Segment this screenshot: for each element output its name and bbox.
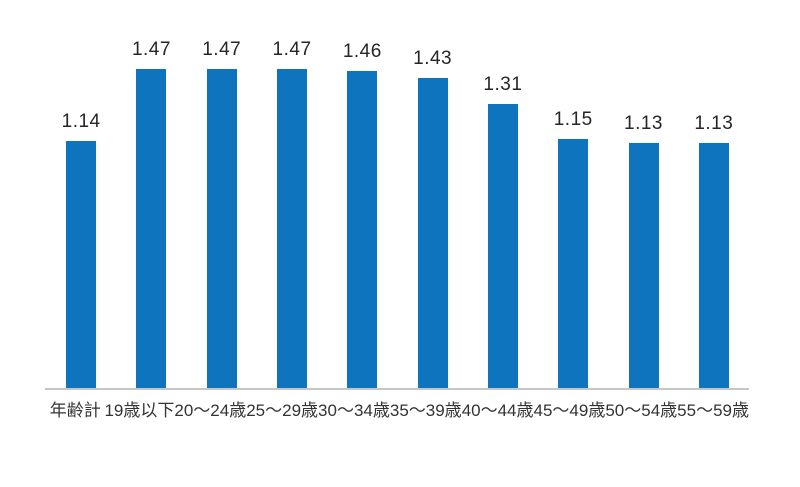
bar-value-label: 1.47 — [202, 39, 242, 60]
x-axis-tick-label: 40〜44歳 — [461, 401, 534, 420]
bar — [698, 143, 729, 389]
bar — [417, 78, 448, 389]
bar-value-label: 1.15 — [553, 109, 593, 130]
x-axis-tick-labels: 年齢計 19歳以下 20〜24歳 25〜29歳 30〜34歳 35〜39歳 40〜44歳 45… — [46, 398, 749, 424]
bar — [347, 71, 378, 389]
x-axis-tick-label: 30〜34歳 — [318, 401, 390, 420]
bar-slot: 1.13 — [679, 41, 749, 389]
bar-slot: 1.47 — [257, 39, 327, 389]
x-axis-tick-label: 19歳以下 — [104, 401, 175, 420]
bar-value-label: 1.13 — [694, 113, 734, 134]
bar — [277, 69, 308, 389]
plot-area: 1.14 1.47 1.47 1.47 1.46 1.43 1.31 1.15 1.13 1.13 — [46, 39, 749, 389]
bar — [628, 143, 659, 389]
bar — [487, 104, 518, 389]
bar-value-label: 1.14 — [61, 111, 101, 132]
bar-value-label: 1.46 — [342, 41, 382, 62]
bar-slot: 1.43 — [397, 41, 467, 389]
bar-slot: 1.14 — [46, 41, 116, 389]
bar-value-label: 1.47 — [131, 39, 171, 60]
bar-slot: 1.47 — [187, 39, 257, 389]
x-axis-tick-label: 20〜24歳 — [174, 401, 247, 420]
bar — [558, 139, 589, 389]
x-axis-line — [45, 388, 749, 390]
bar — [66, 141, 97, 389]
bar-slot: 1.15 — [538, 41, 608, 389]
bar-value-label: 1.47 — [272, 39, 312, 60]
bar-slot: 1.46 — [327, 41, 397, 389]
bar-value-label: 1.13 — [624, 113, 664, 134]
x-axis-tick-label: 35〜39歳 — [389, 401, 462, 420]
x-axis-tick-label: 25〜29歳 — [246, 401, 319, 420]
bar — [136, 69, 167, 389]
bar-value-label: 1.31 — [483, 74, 523, 95]
bar-slot: 1.31 — [468, 41, 538, 389]
bar — [206, 69, 237, 389]
bar-slot: 1.13 — [608, 41, 678, 389]
x-axis-tick-label: 45〜49歳 — [533, 401, 606, 420]
x-axis-tick-label: 55〜59歳 — [677, 401, 749, 420]
bar-slot: 1.47 — [116, 39, 186, 389]
x-axis-tick-label: 50〜54歳 — [605, 401, 678, 420]
x-axis-tick-label: 年齢計 — [49, 401, 101, 420]
bar-value-label: 1.43 — [413, 48, 453, 69]
